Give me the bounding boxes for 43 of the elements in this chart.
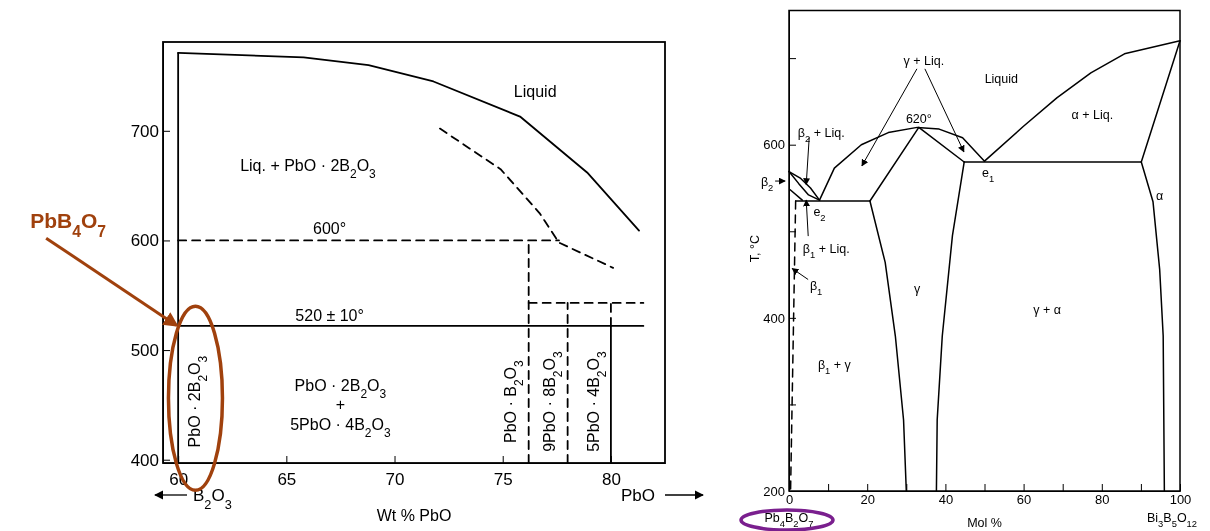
x-tick-label: 80 [601, 470, 621, 490]
y-tick-label: 400 [130, 450, 159, 470]
x-tick-label: 0 [785, 492, 794, 508]
annotation: Liq. + PbO · 2B$_{2}$O$_{3}$ [240, 156, 377, 181]
annotation: α [1156, 188, 1164, 203]
y-tick-label: 600 [763, 137, 785, 153]
text: Pb$_{4}$B$_{2}$O$_{7}$ [764, 511, 814, 529]
x-tick-label: 65 [277, 470, 297, 490]
y-tick-label: 400 [763, 310, 785, 326]
x-tick-label: 40 [938, 492, 954, 508]
y-axis-title: T, °C [748, 234, 762, 263]
annotation: β$_{2}$ + Liq. [797, 125, 845, 144]
annotation: e$_{1}$ [981, 165, 995, 184]
y-tick-label: 600 [130, 231, 159, 251]
annotation: 600° [313, 220, 347, 238]
annotation: Liquid [984, 72, 1019, 87]
annotation: β$_{1}$ [809, 279, 823, 298]
annotation: α + Liq. [1071, 108, 1114, 123]
annotation: γ + Liq. [903, 53, 945, 68]
annotation: 5PbO · 4B$_{2}$O$_{3}$ [290, 415, 392, 440]
text: β$_{2}$ [760, 175, 774, 194]
text: PbO [620, 486, 655, 505]
x-tick-label: 75 [493, 470, 513, 490]
x-tick-label: 100 [1169, 492, 1192, 508]
y-tick-label: 500 [130, 341, 159, 361]
x-tick-label: 20 [860, 492, 875, 508]
x-axis-title: Wt % PbO [376, 507, 452, 524]
annotation: β$_{1}$ + γ [817, 357, 852, 376]
x-axis-title: Mol % [967, 516, 1002, 530]
annotation: PbB$_{4}$O$_{7}$ [30, 209, 107, 240]
text: Bi$_{3}$B$_{5}$O$_{12}$ [1146, 511, 1198, 529]
annotation: β$_{1}$ + Liq. [802, 242, 850, 261]
annotation: e$_{2}$ [813, 205, 826, 224]
x-tick-label: 60 [1016, 492, 1032, 508]
annotation: 520 ± 10° [295, 307, 364, 325]
annotation: Liquid [513, 83, 557, 101]
x-tick-label: 80 [1095, 492, 1110, 508]
y-tick-label: 200 [763, 483, 785, 499]
annotation: 620° [905, 111, 932, 126]
annotation: γ [914, 281, 922, 296]
x-tick-label: 70 [385, 470, 405, 490]
annotation: γ + α [1033, 303, 1061, 318]
y-tick-label: 700 [130, 121, 159, 141]
